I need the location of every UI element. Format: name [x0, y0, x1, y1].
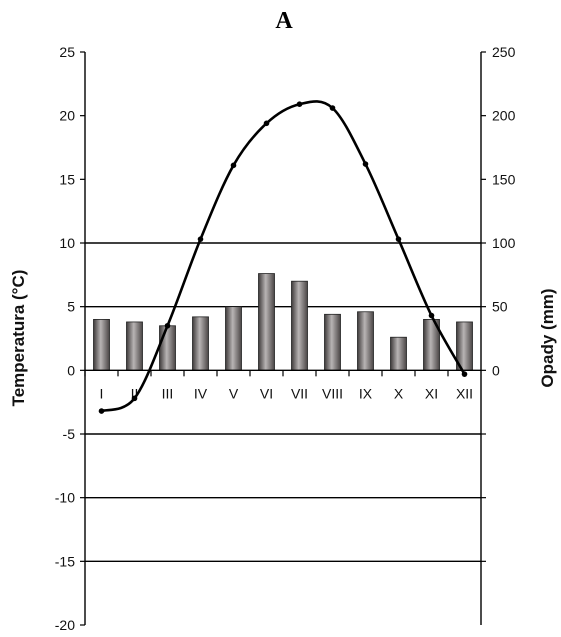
bar — [391, 337, 407, 370]
right-tick-label: 200 — [492, 108, 516, 124]
x-tick-label: III — [162, 385, 174, 401]
temperature-point — [99, 408, 105, 414]
x-tick-label: VII — [291, 385, 308, 401]
left-tick-label: 0 — [67, 362, 75, 378]
temperature-point — [396, 236, 402, 242]
bar — [292, 281, 308, 370]
bar — [127, 322, 143, 370]
temperature-line — [99, 101, 468, 413]
temperature-point — [330, 105, 336, 111]
left-axis-ticks: -20 -15 -10 -5 0 5 10 15 20 25 — [55, 44, 85, 633]
temperature-curve — [102, 101, 465, 411]
x-tick-label: XII — [456, 385, 473, 401]
temperature-point — [429, 313, 435, 319]
x-tick-label: IV — [194, 385, 208, 401]
x-tick-label: V — [229, 385, 239, 401]
precipitation-bars — [94, 274, 473, 371]
left-tick-label: 20 — [59, 108, 75, 124]
temperature-point — [198, 236, 204, 242]
bar — [259, 274, 275, 371]
temperature-point — [462, 371, 468, 377]
temperature-point — [231, 163, 237, 169]
left-tick-label: 5 — [67, 299, 75, 315]
right-axis-ticks: 0 50 100 150 200 250 — [481, 44, 516, 561]
left-tick-label: -10 — [55, 490, 75, 506]
right-tick-label: 150 — [492, 171, 516, 187]
right-tick-label: 50 — [492, 299, 508, 315]
chart-title: A — [275, 8, 293, 34]
axes — [85, 52, 481, 625]
bar — [94, 319, 110, 370]
temperature-point — [132, 396, 138, 402]
left-tick-label: -5 — [63, 426, 76, 442]
right-axis-title: Opady (mm) — [538, 288, 557, 387]
left-tick-label: -15 — [55, 553, 75, 569]
left-tick-label: 10 — [59, 235, 75, 251]
temperature-point — [165, 323, 171, 329]
x-tick-label: X — [394, 385, 404, 401]
left-tick-label: 15 — [59, 171, 75, 187]
left-tick-label: 25 — [59, 44, 75, 60]
bar — [160, 326, 176, 371]
bar — [325, 314, 341, 370]
temperature-point — [363, 161, 369, 167]
temperature-point — [264, 121, 270, 127]
x-tick-label: VIII — [322, 385, 343, 401]
bar — [226, 307, 242, 371]
right-tick-label: 100 — [492, 235, 516, 251]
x-tick-label: I — [100, 385, 104, 401]
right-tick-label: 250 — [492, 44, 516, 60]
bar — [358, 312, 374, 371]
right-tick-label: 0 — [492, 362, 500, 378]
temperature-point — [297, 101, 303, 107]
x-tick-label: IX — [359, 385, 373, 401]
x-tick-label: XI — [425, 385, 438, 401]
left-axis-title: Temperatura (°C) — [9, 270, 28, 407]
x-tick-label: VI — [260, 385, 273, 401]
bar — [193, 317, 209, 370]
left-tick-label: -20 — [55, 617, 75, 633]
